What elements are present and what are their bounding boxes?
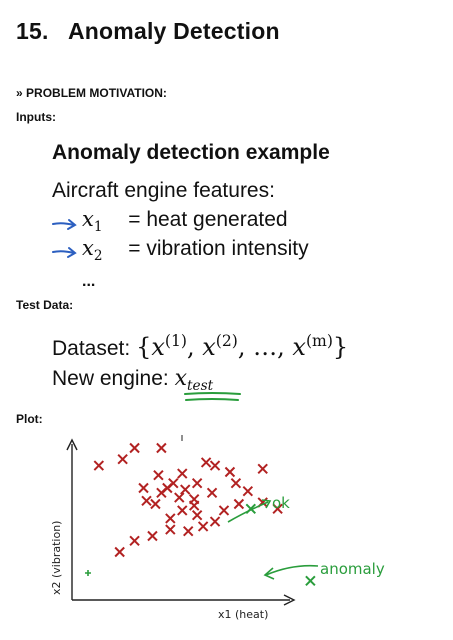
anomaly-scatter-plot: x2 (vibration) x1 (heat) ok anomaly <box>50 435 385 621</box>
dataset-row: Dataset: {x(1), x(2), …, x(m)} <box>52 332 348 361</box>
new-engine-label: New engine: <box>52 367 169 390</box>
features-title: Aircraft engine features: <box>52 179 275 202</box>
anomaly-annotation: anomaly <box>320 560 385 578</box>
data-point <box>93 460 105 471</box>
features-ellipsis: ... <box>82 273 96 290</box>
feature-row-1: x1 = heat generated <box>82 207 288 235</box>
data-point <box>114 546 125 558</box>
feature-sub: 1 <box>93 219 103 236</box>
data-point <box>218 505 230 516</box>
data-point <box>257 463 268 475</box>
plot-label: Plot: <box>16 412 43 426</box>
data-point <box>224 466 236 478</box>
x-axis-label: x1 (heat) <box>218 608 268 621</box>
data-point <box>200 457 212 468</box>
ok-arrow <box>227 501 269 523</box>
x-axis-arrow <box>283 594 296 606</box>
data-point <box>129 535 140 547</box>
test-point-anomaly <box>305 575 316 587</box>
feature-desc: = vibration intensity <box>128 237 309 260</box>
y-axis-label: x2 (vibration) <box>50 521 63 595</box>
dataset-term: x <box>151 333 165 361</box>
feature-desc: = heat generated <box>128 208 288 231</box>
dataset-term-sup: (2) <box>215 332 238 350</box>
inputs-label: Inputs: <box>16 110 56 124</box>
handwritten-arrows <box>52 219 77 258</box>
double-chevron-right-icon: » <box>16 86 23 100</box>
data-point <box>141 495 152 507</box>
data-point <box>191 477 203 489</box>
data-point <box>150 498 161 510</box>
page-title: 15. Anomaly Detection <box>16 18 280 45</box>
feature-row-2: x2 = vibration intensity <box>82 236 309 264</box>
arrow-x2-head <box>67 247 77 258</box>
data-point <box>230 477 242 489</box>
feature-sub: 2 <box>93 248 103 265</box>
data-point <box>153 469 164 481</box>
y-axis-arrow <box>66 438 78 451</box>
problem-motivation-heading: » PROBLEM MOTIVATION: <box>16 86 167 100</box>
data-point <box>191 509 203 521</box>
anomaly-arrowhead <box>263 567 275 580</box>
data-point <box>233 498 245 510</box>
section-title: Anomaly Detection <box>68 18 280 44</box>
data-point <box>209 516 221 527</box>
data-point <box>272 503 283 515</box>
new-engine-sub: test <box>187 378 214 395</box>
feature-var: x <box>82 207 94 231</box>
anomaly-arrow <box>265 564 319 576</box>
data-point <box>165 524 176 535</box>
data-point <box>117 453 128 465</box>
data-point <box>197 521 209 532</box>
data-point <box>165 513 176 524</box>
dataset-term: x <box>202 333 216 361</box>
arrow-x1-head <box>67 219 77 230</box>
data-point <box>174 492 185 503</box>
plot-axes <box>66 435 296 606</box>
dataset-set: {x(1), x(2), …, x(m)} <box>136 332 349 361</box>
section-number: 15. <box>16 18 49 44</box>
arrow-x1 <box>52 222 75 226</box>
data-point <box>138 482 149 494</box>
ok-annotation: ok <box>272 494 290 512</box>
data-point <box>147 530 158 542</box>
new-engine-row: New engine: xtest <box>52 366 213 394</box>
test-points <box>245 503 316 587</box>
data-point <box>129 442 140 454</box>
new-engine-underline <box>184 392 241 401</box>
data-points <box>93 442 283 558</box>
dataset-label: Dataset: <box>52 337 131 360</box>
data-point <box>168 477 179 489</box>
ok-arrowhead <box>261 499 272 509</box>
arrow-x2 <box>52 250 75 254</box>
data-point <box>209 460 221 471</box>
new-engine-var: x <box>174 366 188 391</box>
dataset-term-sup: (1) <box>164 332 187 350</box>
data-point <box>177 468 188 479</box>
inputs-heading: Anomaly detection example <box>52 141 330 164</box>
data-point <box>177 505 188 516</box>
data-point <box>183 525 194 537</box>
test-data-label: Test Data: <box>16 298 74 312</box>
feature-var: x <box>82 236 94 260</box>
data-point <box>242 485 254 497</box>
dataset-term: x <box>292 333 306 361</box>
data-point <box>156 442 167 454</box>
problem-motivation-label: PROBLEM MOTIVATION: <box>26 86 167 100</box>
data-point <box>180 484 191 495</box>
data-point <box>206 487 218 499</box>
x1-test-tick <box>85 570 91 576</box>
data-point <box>188 493 200 505</box>
dataset-term-sup: (m) <box>305 332 333 350</box>
